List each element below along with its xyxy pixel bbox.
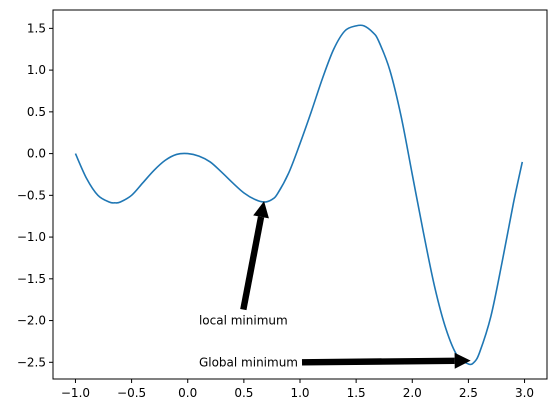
y-tick-label: 1.5 xyxy=(27,21,46,35)
annotation-arrow-head xyxy=(454,352,471,369)
annotation-arrow-head xyxy=(253,201,269,219)
x-tick-label: 2.5 xyxy=(459,386,478,400)
x-tick-label: 1.5 xyxy=(347,386,366,400)
x-tick-label: 2.0 xyxy=(403,386,422,400)
x-tick-label: 1.0 xyxy=(290,386,309,400)
y-tick-label: −1.0 xyxy=(17,230,46,244)
x-tick-label: 0.0 xyxy=(178,386,197,400)
y-tick-label: −1.5 xyxy=(17,272,46,286)
x-tick-label: 3.0 xyxy=(515,386,534,400)
annotation-arrow-shaft xyxy=(240,216,265,311)
annotation-arrow-shaft xyxy=(301,357,455,366)
series-layer xyxy=(74,24,524,366)
annotation-layer: local minimum Global minimum xyxy=(199,201,471,369)
y-tick-label: −2.5 xyxy=(17,355,46,369)
y-tick-label: 0.5 xyxy=(27,105,46,119)
y-tick-label: 0.0 xyxy=(27,147,46,161)
y-axis: 1.5 1.0 0.5 0.0 −0.5 −1.0 −1.5 −2.0 −2.5 xyxy=(17,21,53,369)
x-tick-label: −1.0 xyxy=(61,386,90,400)
y-tick-label: −0.5 xyxy=(17,188,46,202)
y-tick-label: 1.0 xyxy=(27,63,46,77)
annotation-label: local minimum xyxy=(199,314,288,328)
x-axis: −1.0 −0.5 0.0 0.5 1.0 1.5 2.0 2.5 3.0 xyxy=(61,379,534,400)
annotation-label: Global minimum xyxy=(199,355,298,369)
series-line xyxy=(74,24,524,366)
x-tick-label: 0.5 xyxy=(234,386,253,400)
y-tick-label: −2.0 xyxy=(17,314,46,328)
x-tick-label: −0.5 xyxy=(117,386,146,400)
